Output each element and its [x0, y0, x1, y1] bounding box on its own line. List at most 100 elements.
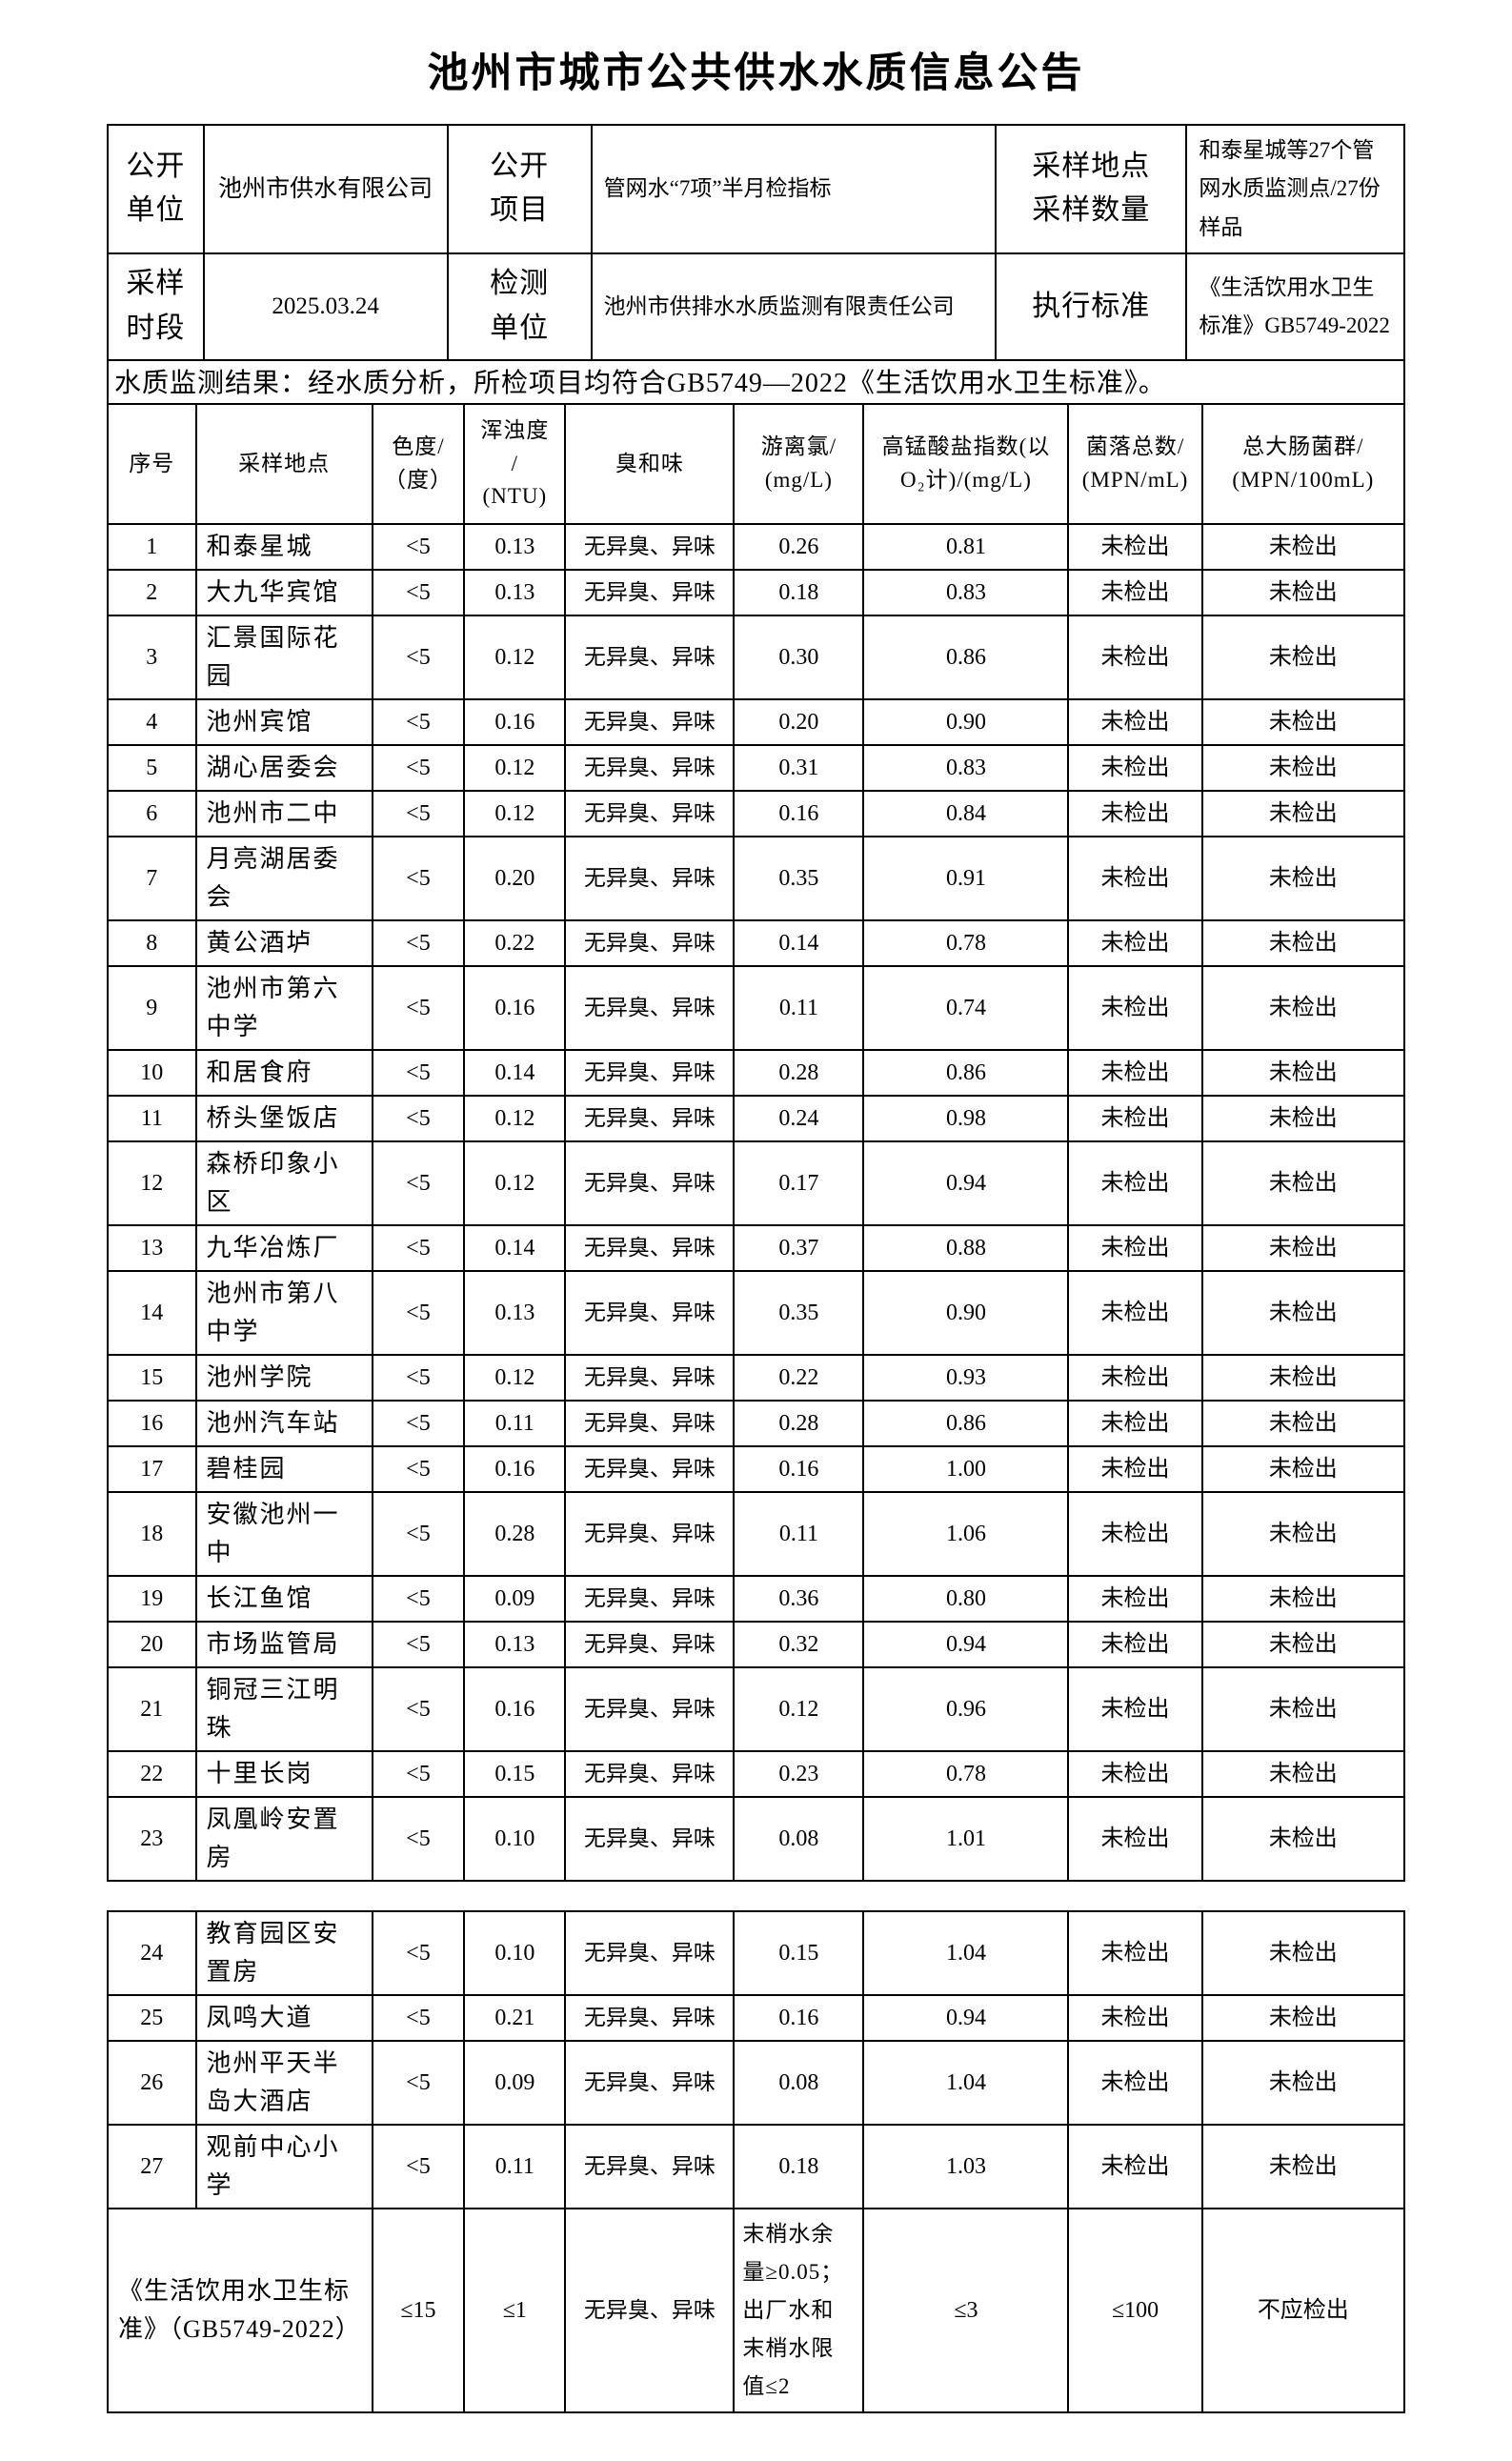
standard-label: 《生活饮用水卫生标准》（GB5749-2022）: [107, 2207, 373, 2413]
cell-chlorine: 0.23: [733, 1749, 865, 1798]
table-row: 11 桥头堡饭店 <5 0.12 无异臭、异味 0.24 0.98 未检出 未检出: [107, 1094, 1406, 1142]
table-row: 4 池州宾馆 <5 0.16 无异臭、异味 0.20 0.90 未检出 未检出: [107, 697, 1406, 746]
cell-coliform: 未检出: [1200, 964, 1406, 1051]
cell-bacteria: 未检出: [1067, 1269, 1203, 1356]
cell-odor: 无异臭、异味: [564, 1353, 736, 1402]
cell-turbidity: 0.22: [463, 918, 567, 967]
cell-chlorine: 0.24: [733, 1094, 865, 1142]
cell-chlorine: 0.11: [733, 964, 865, 1051]
cell-color: <5: [371, 1048, 466, 1097]
cell-coliform: 未检出: [1200, 1140, 1406, 1226]
cell-odor: 无异臭、异味: [564, 1795, 736, 1882]
cell-odor: 无异臭、异味: [564, 743, 736, 792]
cell-color: <5: [371, 1665, 466, 1752]
cell-bacteria: 未检出: [1067, 1353, 1203, 1402]
cell-location: 市场监管局: [194, 1620, 373, 1668]
table-row: 3 汇景国际花园 <5 0.12 无异臭、异味 0.30 0.86 未检出 未检出: [107, 614, 1406, 700]
cell-coliform: 未检出: [1200, 835, 1406, 921]
cell-turbidity: 0.12: [463, 743, 567, 792]
cell-odor: 无异臭、异味: [564, 789, 736, 837]
cell-turbidity: 0.16: [463, 1444, 567, 1493]
cell-color: <5: [371, 1993, 466, 2042]
cell-color: <5: [371, 1094, 466, 1142]
cell-seq: 26: [107, 2039, 197, 2126]
cell-bacteria: 未检出: [1067, 1620, 1203, 1668]
cell-permanganate: 1.04: [862, 1909, 1070, 1996]
table-row: 18 安徽池州一中 <5 0.28 无异臭、异味 0.11 1.06 未检出 未检出: [107, 1490, 1406, 1577]
cell-permanganate: 1.01: [862, 1795, 1070, 1882]
cell-odor: 无异臭、异味: [564, 1749, 736, 1798]
cell-permanganate: 0.83: [862, 743, 1070, 792]
cell-odor: 无异臭、异味: [564, 522, 736, 571]
cell-odor: 无异臭、异味: [564, 614, 736, 700]
info-value-executed-standard: 《生活饮用水卫生标准》GB5749-2022: [1185, 252, 1405, 361]
table-row: 7 月亮湖居委会 <5 0.20 无异臭、异味 0.35 0.91 未检出 未检出: [107, 835, 1406, 921]
header-turbidity: 浑浊度 / (NTU): [463, 402, 567, 525]
cell-odor: 无异臭、异味: [564, 1574, 736, 1623]
cell-seq: 2: [107, 568, 197, 616]
info-label-public-unit: 公开 单位: [107, 124, 205, 254]
info-row-1: 公开 单位 池州市供水有限公司 公开 项目 管网水“7项”半月检指标 采样地点 …: [107, 124, 1405, 254]
cell-seq: 1: [107, 522, 197, 571]
header-chlorine: 游离氯/ (mg/L): [733, 402, 865, 525]
cell-odor: 无异臭、异味: [564, 1490, 736, 1577]
info-value-sampling-sites-count: 和泰星城等27个管网水质监测点/27份样品: [1185, 124, 1405, 254]
cell-coliform: 未检出: [1200, 1094, 1406, 1142]
cell-seq: 10: [107, 1048, 197, 1097]
cell-chlorine: 0.32: [733, 1620, 865, 1668]
cell-color: <5: [371, 1909, 466, 1996]
cell-seq: 3: [107, 614, 197, 700]
cell-permanganate: 0.84: [862, 789, 1070, 837]
cell-coliform: 未检出: [1200, 1353, 1406, 1402]
cell-coliform: 未检出: [1200, 568, 1406, 616]
cell-coliform: 未检出: [1200, 1490, 1406, 1577]
cell-turbidity: 0.14: [463, 1048, 567, 1097]
cell-bacteria: 未检出: [1067, 697, 1203, 746]
cell-chlorine: 0.18: [733, 568, 865, 616]
results-body-1: 1 和泰星城 <5 0.13 无异臭、异味 0.26 0.81 未检出 未检出 2 大九华宾馆 <5 0…: [107, 522, 1406, 1882]
cell-permanganate: 0.80: [862, 1574, 1070, 1623]
cell-permanganate: 0.83: [862, 568, 1070, 616]
cell-color: <5: [371, 835, 466, 921]
cell-odor: 无异臭、异味: [564, 1909, 736, 1996]
results-header-row: 序号 采样地点 色度/ （度） 浑浊度 / (NTU) 臭和味 游离氯/ (mg…: [107, 402, 1406, 525]
table-row: 23 凤凰岭安置房 <5 0.10 无异臭、异味 0.08 1.01 未检出 未检出: [107, 1795, 1406, 1882]
cell-chlorine: 0.14: [733, 918, 865, 967]
cell-chlorine: 0.35: [733, 835, 865, 921]
cell-chlorine: 0.35: [733, 1269, 865, 1356]
monitoring-result-statement: 水质监测结果：经水质分析，所检项目均符合GB5749—2022《生活饮用水卫生标…: [107, 358, 1405, 405]
cell-bacteria: 未检出: [1067, 1094, 1203, 1142]
cell-seq: 4: [107, 697, 197, 746]
cell-odor: 无异臭、异味: [564, 1665, 736, 1752]
cell-permanganate: 0.88: [862, 1223, 1070, 1272]
cell-bacteria: 未检出: [1067, 743, 1203, 792]
cell-turbidity: 0.10: [463, 1795, 567, 1882]
cell-location: 九华冶炼厂: [194, 1223, 373, 1272]
cell-seq: 25: [107, 1993, 197, 2042]
cell-turbidity: 0.12: [463, 1353, 567, 1402]
table-row: 13 九华冶炼厂 <5 0.14 无异臭、异味 0.37 0.88 未检出 未检出: [107, 1223, 1406, 1272]
cell-seq: 23: [107, 1795, 197, 1882]
table-row: 21 铜冠三江明珠 <5 0.16 无异臭、异味 0.12 0.96 未检出 未检出: [107, 1665, 1406, 1752]
cell-permanganate: 0.91: [862, 835, 1070, 921]
cell-permanganate: 0.86: [862, 1399, 1070, 1447]
cell-odor: 无异臭、异味: [564, 918, 736, 967]
cell-chlorine: 0.28: [733, 1048, 865, 1097]
cell-permanganate: 0.94: [862, 1140, 1070, 1226]
cell-color: <5: [371, 1795, 466, 1882]
cell-coliform: 未检出: [1200, 1749, 1406, 1798]
cell-turbidity: 0.28: [463, 1490, 567, 1577]
cell-coliform: 未检出: [1200, 918, 1406, 967]
cell-chlorine: 0.12: [733, 1665, 865, 1752]
standard-odor-limit: 无异臭、异味: [564, 2207, 736, 2413]
table-row: 25 凤鸣大道 <5 0.21 无异臭、异味 0.16 0.94 未检出 未检出: [107, 1993, 1406, 2042]
cell-odor: 无异臭、异味: [564, 1620, 736, 1668]
standard-turbidity-limit: ≤1: [463, 2207, 567, 2413]
cell-seq: 14: [107, 1269, 197, 1356]
results-table-section-1: 序号 采样地点 色度/ （度） 浑浊度 / (NTU) 臭和味 游离氯/ (mg…: [107, 402, 1406, 1882]
cell-turbidity: 0.13: [463, 1269, 567, 1356]
cell-permanganate: 0.86: [862, 614, 1070, 700]
cell-odor: 无异臭、异味: [564, 1048, 736, 1097]
table-row: 2 大九华宾馆 <5 0.13 无异臭、异味 0.18 0.83 未检出 未检出: [107, 568, 1406, 616]
cell-location: 池州平天半岛大酒店: [194, 2039, 373, 2126]
